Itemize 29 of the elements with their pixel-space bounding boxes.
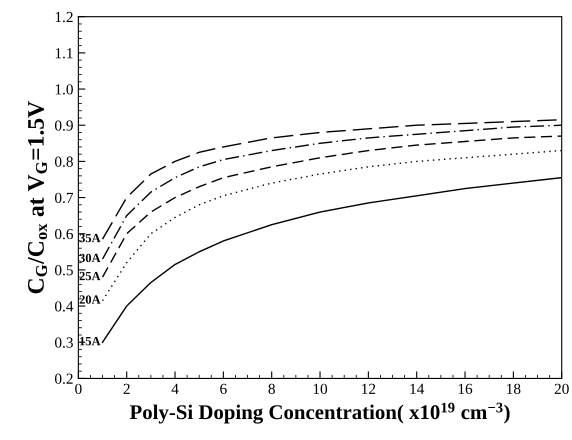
series-label: 35A (80, 234, 101, 242)
y-tick-label: 0.3 (54, 337, 73, 348)
x-tick-label: 6 (220, 384, 227, 394)
x-tick-label: 12 (362, 384, 376, 394)
series-label: 20A (80, 295, 101, 304)
series-label: 25A (80, 272, 101, 280)
y-tick-label: 0.2 (54, 374, 73, 384)
x-tick-label: 16 (458, 384, 472, 394)
x-tick-label: 20 (554, 384, 569, 394)
x-tick-label: 4 (172, 384, 179, 394)
y-tick-label: 0.4 (54, 301, 74, 312)
x-tick-label: 8 (268, 384, 275, 394)
y-tick-label: 0.9 (54, 120, 73, 131)
y-tick-label: 0.5 (54, 265, 73, 276)
series-label: 30A (80, 254, 101, 262)
x-tick-label: 18 (507, 384, 520, 394)
y-tick-label: 0.8 (54, 156, 73, 167)
x-tick-label: 0 (75, 384, 82, 394)
x-tick-label: 10 (314, 384, 328, 394)
y-axis-title: C$_{G}$/C$_{ox}$ at V$_{G}$=1.5V (28, 101, 48, 294)
y-tick-label: 1.1 (56, 48, 73, 58)
y-tick-label: 0.6 (54, 228, 74, 240)
x-tick-label: 14 (410, 384, 424, 394)
y-tick-label: 1.2 (56, 12, 73, 22)
x-axis-title: Poly-Si Doping Concentration( x10$^{19}$ cm$^{−3}$) (130, 402, 510, 424)
x-tick-label: 2 (124, 384, 130, 394)
y-tick-label: 0.7 (54, 192, 74, 204)
y-tick-label: 1.0 (56, 84, 73, 95)
series-label: 15A (80, 336, 101, 346)
